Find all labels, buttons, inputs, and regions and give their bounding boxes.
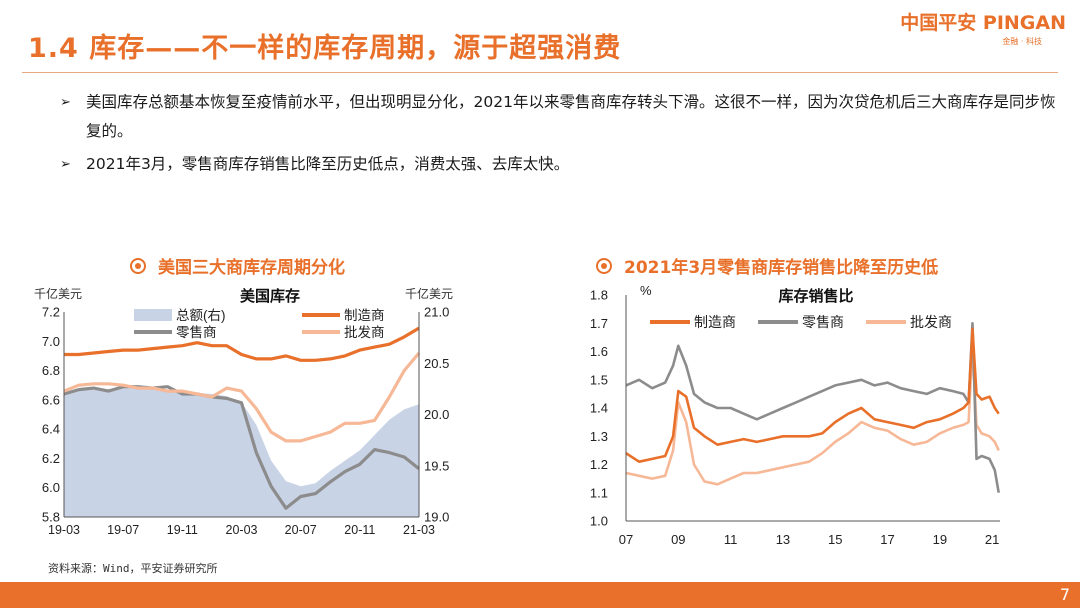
legend-label: 制造商 <box>694 314 736 330</box>
legend-label: 批发商 <box>344 325 385 340</box>
y-tick-label: 1.4 <box>590 401 608 416</box>
left-chart-heading-text: 美国三大商库存周期分化 <box>158 258 345 278</box>
y-tick-label: 1.6 <box>590 344 608 359</box>
footer-bar: 7 <box>0 582 1080 608</box>
legend-swatch <box>134 309 172 321</box>
logo-tagline: 金融 · 科技 <box>1002 37 1042 46</box>
arrow-bullet-icon: ➢ <box>60 95 71 110</box>
legend-label: 总额(右) <box>176 308 226 323</box>
x-tick-label: 19-03 <box>48 523 80 537</box>
bullet-item: ➢ 美国库存总额基本恢复至疫情前水平，但出现明显分化，2021年以来零售商库存转… <box>60 88 1060 146</box>
x-tick-label: 19 <box>933 532 947 547</box>
bullet-item: ➢ 2021年3月，零售商库存销售比降至历史低点，消费太强、去库太快。 <box>60 150 1060 179</box>
y-tick-label: 6.8 <box>42 363 60 378</box>
title-divider <box>22 72 1058 73</box>
x-tick-label: 11 <box>724 532 738 547</box>
y-tick-label: 6.0 <box>42 480 60 495</box>
x-tick-label: 21 <box>985 532 999 547</box>
series-line-制造商 <box>625 327 1000 463</box>
target-icon <box>130 257 146 274</box>
y-tick-label: 6.6 <box>42 392 60 407</box>
x-tick-label: 21-03 <box>403 523 435 537</box>
legend-label: 批发商 <box>910 314 952 330</box>
series-area-total <box>64 387 419 517</box>
y-tick-label: 7.0 <box>42 334 60 349</box>
y-tick-label: 6.2 <box>42 451 60 466</box>
inventory-sales-ratio-chart: % 库存销售比 1.8 1.7 1.6 1.5 1.4 1.3 1.2 1.1 1.0 07 09 11 1… <box>590 283 1000 547</box>
y2-tick-label: 20.5 <box>424 356 449 371</box>
page-title: 1.4 库存——不一样的库存周期，源于超强消费 <box>28 33 622 64</box>
legend-label: 制造商 <box>344 308 385 323</box>
source-note: 资料来源：Wind，平安证券研究所 <box>48 562 218 575</box>
series-line-制造商 <box>64 326 420 362</box>
y-tick-label: 1.8 <box>590 288 608 303</box>
right-axis-unit: 千亿美元 <box>405 286 453 301</box>
y-tick-label: 1.2 <box>590 457 608 472</box>
y2-tick-label: 21.0 <box>424 305 449 320</box>
y-tick-label: 1.3 <box>590 429 608 444</box>
x-tick-label: 09 <box>671 532 685 547</box>
y-tick-label: 1.0 <box>590 514 608 529</box>
series-line-批发商 <box>63 351 421 443</box>
x-tick-label: 15 <box>828 532 842 547</box>
bullet-text: 美国库存总额基本恢复至疫情前水平，但出现明显分化，2021年以来零售商库存转头下… <box>86 93 1056 140</box>
x-tick-label: 20-11 <box>344 523 375 537</box>
x-tick-label: 13 <box>776 532 790 547</box>
chart-title: 美国库存 <box>240 287 300 305</box>
logo-text: 中国平安 PINGAN <box>900 12 1066 34</box>
y2-tick-label: 20.0 <box>424 407 449 422</box>
left-chart-heading: 美国三大商库存周期分化 <box>130 253 345 278</box>
bullet-text: 2021年3月，零售商库存销售比降至历史低点，消费太强、去库太快。 <box>86 155 570 173</box>
y-tick-label: 1.5 <box>590 372 608 387</box>
x-tick-label: 19-07 <box>107 523 139 537</box>
legend-label: 零售商 <box>176 325 217 340</box>
bullet-list: ➢ 美国库存总额基本恢复至疫情前水平，但出现明显分化，2021年以来零售商库存转… <box>60 88 1060 183</box>
target-icon <box>596 257 612 274</box>
page-number: 7 <box>1059 585 1070 604</box>
arrow-bullet-icon: ➢ <box>60 157 71 172</box>
x-tick-label: 20-07 <box>285 523 317 537</box>
y-tick-label: 6.4 <box>42 422 60 437</box>
chart-title: 库存销售比 <box>778 287 853 305</box>
y-tick-label: 1.1 <box>590 485 608 500</box>
x-tick-label: 20-03 <box>226 523 258 537</box>
y-axis-unit: % <box>640 283 652 298</box>
x-tick-label: 17 <box>880 532 894 547</box>
x-tick-label: 19-11 <box>167 523 198 537</box>
y-tick-label: 5.8 <box>42 510 60 525</box>
right-chart-heading: 2021年3月零售商库存销售比降至历史低 <box>596 253 938 278</box>
inventory-chart: 千亿美元 千亿美元 美国库存 7.2 7.0 6.8 6.6 6.4 6.2 6.0 5.8 21.0… <box>34 286 453 537</box>
y2-tick-label: 19.5 <box>424 458 449 473</box>
y-tick-label: 7.2 <box>42 305 60 320</box>
y-tick-label: 1.7 <box>590 316 608 331</box>
logo: 中国平安 PINGAN 金融 · 科技 <box>900 8 1066 47</box>
y2-tick-label: 19.0 <box>424 510 449 525</box>
legend-label: 零售商 <box>802 314 844 330</box>
left-axis-unit: 千亿美元 <box>34 286 82 301</box>
right-chart-heading-text: 2021年3月零售商库存销售比降至历史低 <box>624 258 939 278</box>
x-tick-label: 07 <box>619 532 633 547</box>
series-line-批发商 <box>625 344 1000 486</box>
